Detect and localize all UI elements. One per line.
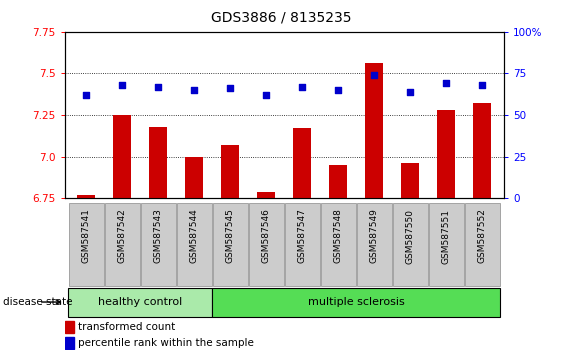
Text: percentile rank within the sample: percentile rank within the sample [78, 338, 254, 348]
FancyBboxPatch shape [357, 202, 392, 286]
Point [154, 84, 163, 90]
Bar [77, 195, 95, 198]
Bar [113, 115, 131, 198]
Point [262, 92, 271, 98]
Text: GSM587541: GSM587541 [82, 209, 91, 263]
FancyBboxPatch shape [69, 202, 104, 286]
Point [298, 84, 307, 90]
Text: GDS3886 / 8135235: GDS3886 / 8135235 [211, 11, 352, 25]
Text: GSM587551: GSM587551 [442, 209, 451, 264]
Text: GSM587548: GSM587548 [334, 209, 343, 263]
Bar [65, 337, 74, 349]
Text: GSM587544: GSM587544 [190, 209, 199, 263]
Text: healthy control: healthy control [98, 297, 182, 307]
Point [190, 87, 199, 93]
Bar [365, 63, 383, 198]
Point [334, 87, 343, 93]
FancyBboxPatch shape [105, 202, 140, 286]
Bar [293, 129, 311, 198]
Point [82, 92, 91, 98]
Text: GSM587550: GSM587550 [406, 209, 415, 264]
Point [406, 89, 415, 95]
FancyBboxPatch shape [213, 202, 248, 286]
Text: GSM587543: GSM587543 [154, 209, 163, 263]
Bar [65, 321, 74, 333]
Point [370, 72, 379, 78]
Point [118, 82, 127, 88]
Text: GSM587552: GSM587552 [478, 209, 487, 263]
Bar [185, 156, 203, 198]
Point [478, 82, 487, 88]
Text: disease state: disease state [3, 297, 72, 307]
Bar [437, 110, 455, 198]
Bar [257, 192, 275, 198]
Text: GSM587549: GSM587549 [370, 209, 379, 263]
Bar [149, 127, 167, 198]
Text: transformed count: transformed count [78, 322, 175, 332]
FancyBboxPatch shape [212, 288, 501, 317]
FancyBboxPatch shape [321, 202, 356, 286]
FancyBboxPatch shape [141, 202, 176, 286]
Text: GSM587546: GSM587546 [262, 209, 271, 263]
FancyBboxPatch shape [464, 202, 500, 286]
Bar [329, 165, 347, 198]
Text: GSM587545: GSM587545 [226, 209, 235, 263]
FancyBboxPatch shape [177, 202, 212, 286]
Text: GSM587542: GSM587542 [118, 209, 127, 263]
Bar [473, 103, 491, 198]
FancyBboxPatch shape [285, 202, 320, 286]
FancyBboxPatch shape [249, 202, 284, 286]
Text: GSM587547: GSM587547 [298, 209, 307, 263]
FancyBboxPatch shape [68, 288, 212, 317]
Bar [401, 163, 419, 198]
FancyBboxPatch shape [428, 202, 464, 286]
Point [442, 81, 451, 86]
Point [226, 86, 235, 91]
FancyBboxPatch shape [392, 202, 428, 286]
Bar [221, 145, 239, 198]
Text: multiple sclerosis: multiple sclerosis [308, 297, 405, 307]
